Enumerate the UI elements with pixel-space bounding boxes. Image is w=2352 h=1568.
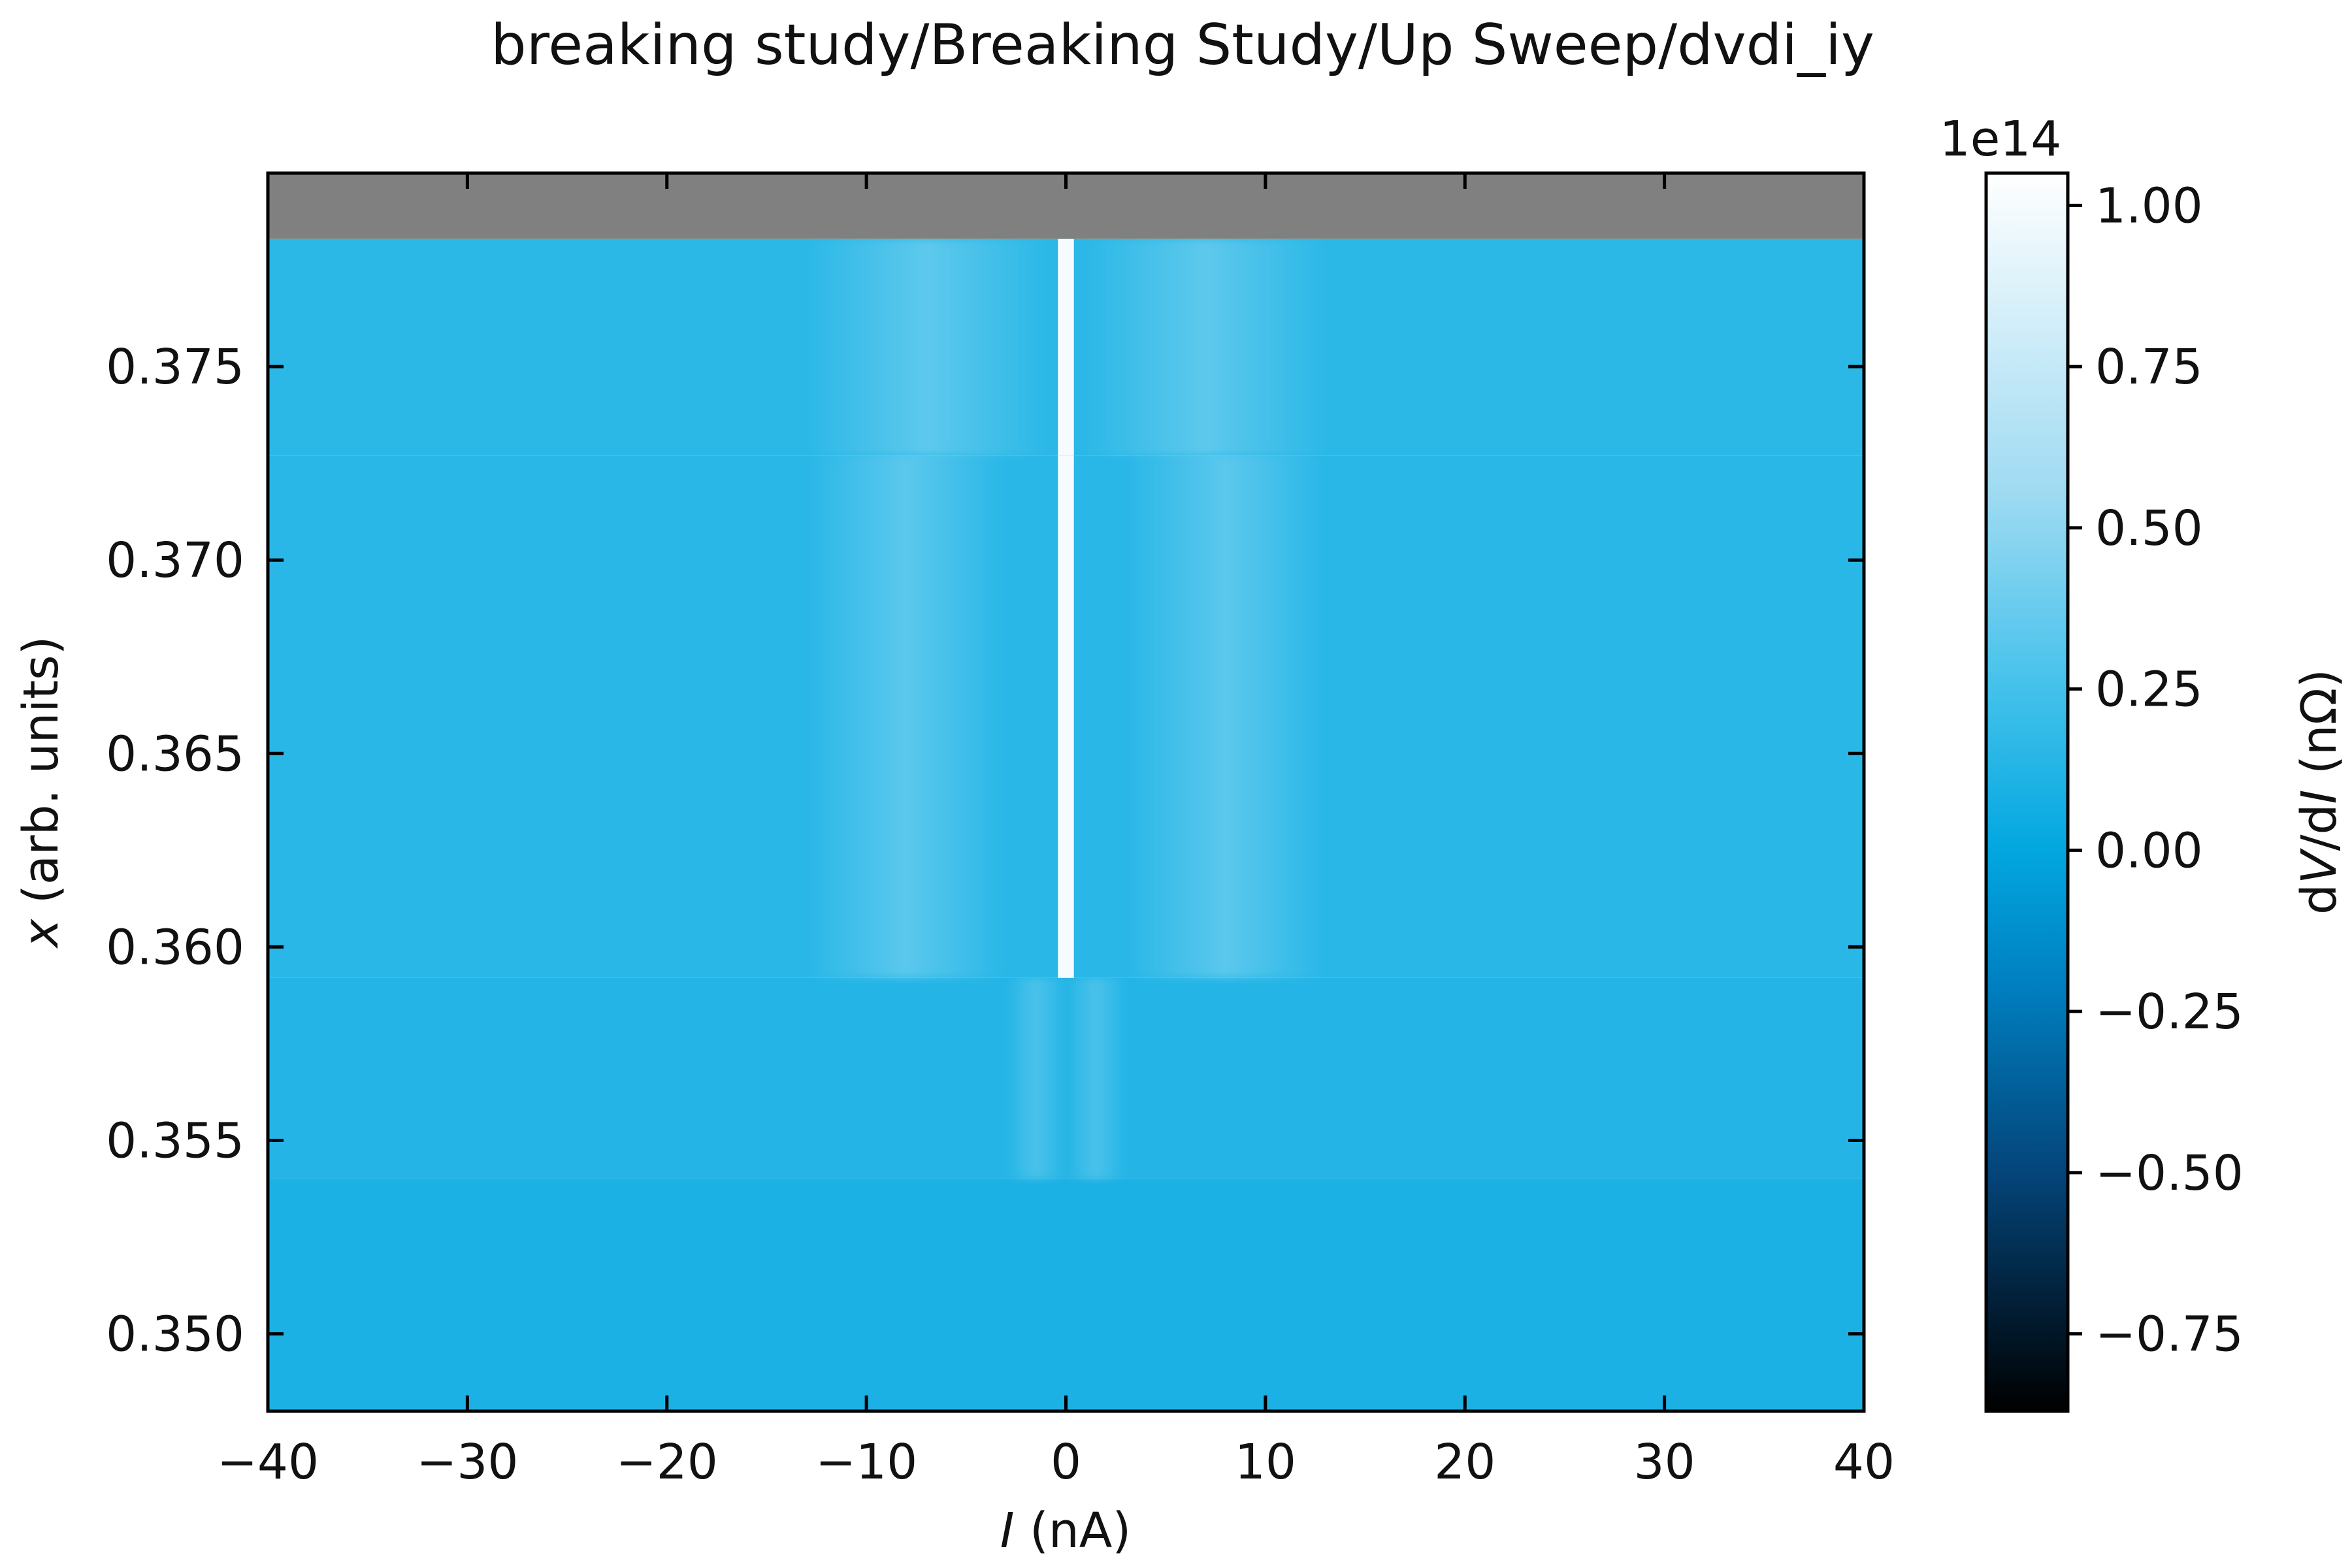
- x-tick-label: 20: [1434, 1434, 1495, 1490]
- x-tick-label: −20: [616, 1434, 718, 1490]
- x-tick-label: 0: [1051, 1434, 1081, 1490]
- colorbar-label: dV/dI (nΩ): [2291, 669, 2347, 915]
- colorbar: [1984, 171, 2070, 1413]
- heatmap-band-3-1: [1086, 238, 1326, 456]
- chart-title: breaking study/Breaking Study/Up Sweep/d…: [491, 12, 1874, 78]
- heatmap-band-2-0: [806, 455, 1006, 978]
- y-tick-label: 0.375: [106, 339, 244, 395]
- x-tick-label: 10: [1235, 1434, 1296, 1490]
- y-axis: 0.350 0.355 0.360 0.365 0.370 0.375: [106, 339, 1864, 1363]
- heatmap-band-1-0: [1005, 977, 1066, 1179]
- heatmap-band-2-1: [1126, 455, 1326, 978]
- colorbar-tick-label: 0.00: [2095, 823, 2203, 879]
- heatmap-image: [268, 173, 1864, 1411]
- colorbar-tick-label: 0.25: [2095, 662, 2203, 718]
- colorbar-tick-label: 1.00: [2095, 178, 2203, 234]
- heatmap-band-2-2: [1058, 455, 1074, 978]
- colorbar-axis: −0.75 −0.50 −0.25 0.00 0.25 0.50 0.75 1.00: [2068, 178, 2244, 1363]
- heatmap-band-1-1: [1066, 977, 1126, 1179]
- colorbar-tick-label: 0.50: [2095, 500, 2203, 557]
- x-tick-label: 30: [1634, 1434, 1695, 1490]
- colorbar-tick-label: −0.75: [2095, 1307, 2244, 1363]
- colorbar-offset-text: 1e14: [1940, 111, 2062, 167]
- y-tick-label: 0.365: [106, 726, 244, 782]
- x-tick-label: −30: [416, 1434, 518, 1490]
- heatmap-band-3-2: [1058, 238, 1074, 456]
- x-tick-label: −10: [815, 1434, 917, 1490]
- y-tick-label: 0.350: [106, 1307, 244, 1363]
- x-tick-label: −40: [217, 1434, 319, 1490]
- x-axis-label: I (nA): [1000, 1503, 1132, 1559]
- heatmap-band-3-0: [806, 238, 1046, 456]
- y-axis-label: x (arb. units): [13, 636, 69, 949]
- y-tick-label: 0.355: [106, 1113, 244, 1169]
- colorbar-tick-label: −0.50: [2095, 1145, 2244, 1201]
- colorbar-tick-label: 0.75: [2095, 339, 2203, 395]
- y-tick-label: 0.370: [106, 532, 244, 589]
- heatmap-segment-0: [268, 1179, 1864, 1411]
- x-axis: −40 −30 −20 −10 0 10 20 30 40: [217, 173, 1895, 1490]
- x-tick-label: 40: [1833, 1434, 1895, 1490]
- colorbar-tick-label: −0.25: [2095, 984, 2244, 1040]
- y-tick-label: 0.360: [106, 919, 244, 975]
